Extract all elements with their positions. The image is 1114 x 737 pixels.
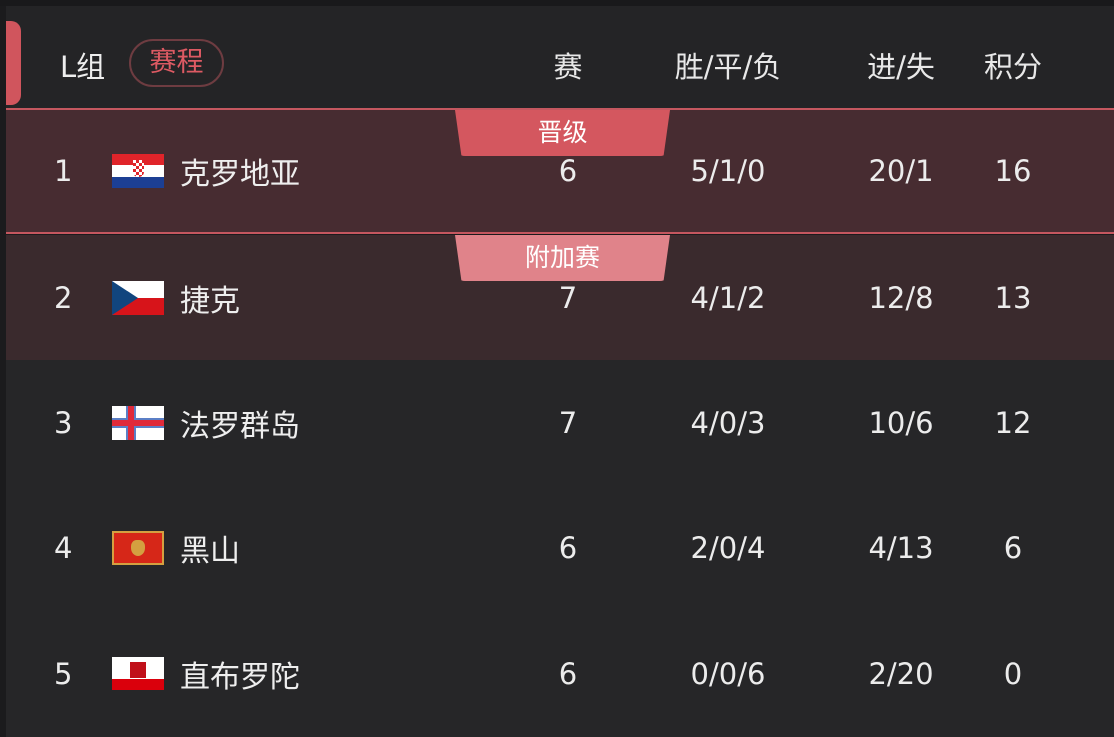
played: 6 xyxy=(558,154,578,188)
team-name[interactable]: 克罗地亚 xyxy=(180,157,300,192)
col-goals: 进/失 xyxy=(867,50,935,84)
croatia-flag-icon xyxy=(112,154,164,188)
col-points: 积分 xyxy=(983,50,1043,84)
points: 12 xyxy=(994,405,1032,440)
table-row[interactable]: 3 法罗群岛 7 4/0/3 10/6 12 xyxy=(6,360,1114,486)
table-row[interactable]: 4 黑山 6 2/0/4 4/13 6 xyxy=(6,485,1114,611)
goals: 20/1 xyxy=(868,154,934,188)
team-name[interactable]: 捷克 xyxy=(180,283,240,319)
team-name[interactable]: 黑山 xyxy=(180,533,240,569)
rank: 5 xyxy=(54,656,73,691)
col-wdl: 胜/平/负 xyxy=(674,50,782,84)
gibraltar-flag-icon xyxy=(112,656,164,691)
goals: 10/6 xyxy=(868,405,934,440)
wdl: 4/1/2 xyxy=(690,280,766,315)
team-name[interactable]: 直布罗陀 xyxy=(180,659,300,695)
table-row[interactable]: 5 直布罗陀 6 0/0/6 2/20 0 xyxy=(6,610,1114,737)
points: 6 xyxy=(1003,530,1023,565)
rank: 1 xyxy=(54,154,73,188)
played: 7 xyxy=(558,280,578,315)
promoted-badge: 晋级 xyxy=(455,110,670,156)
played: 6 xyxy=(558,530,578,565)
goals: 4/13 xyxy=(868,530,934,565)
col-played: 赛 xyxy=(553,50,583,84)
faroe-islands-flag-icon xyxy=(112,405,164,440)
playoff-badge: 附加赛 xyxy=(455,235,670,281)
table-row[interactable]: 附加赛 2 捷克 7 4/1/2 12/8 13 xyxy=(6,235,1114,361)
played: 7 xyxy=(558,405,578,440)
top-strip xyxy=(0,0,1114,6)
standings-header: L组 赛程 赛 胜/平/负 进/失 积分 xyxy=(6,6,1114,108)
rank: 3 xyxy=(54,405,73,440)
rank: 2 xyxy=(54,280,73,315)
wdl: 0/0/6 xyxy=(690,656,766,691)
selected-accent xyxy=(6,21,21,105)
wdl: 2/0/4 xyxy=(690,530,766,565)
points: 16 xyxy=(994,154,1032,188)
wdl: 4/0/3 xyxy=(690,405,766,440)
wdl: 5/1/0 xyxy=(690,154,766,188)
czech-flag-icon xyxy=(112,280,164,315)
schedule-button[interactable]: 赛程 xyxy=(129,39,224,87)
table-row[interactable]: 晋级 1 克罗地亚 6 5/1/0 20/1 16 xyxy=(6,108,1114,234)
goals: 2/20 xyxy=(868,656,934,691)
points: 13 xyxy=(994,280,1032,315)
goals: 12/8 xyxy=(868,280,934,315)
team-name[interactable]: 法罗群岛 xyxy=(180,408,300,444)
group-title: L组 xyxy=(60,50,106,84)
rank: 4 xyxy=(54,530,73,565)
montenegro-flag-icon xyxy=(112,530,164,565)
points: 0 xyxy=(1003,656,1023,691)
played: 6 xyxy=(558,656,578,691)
